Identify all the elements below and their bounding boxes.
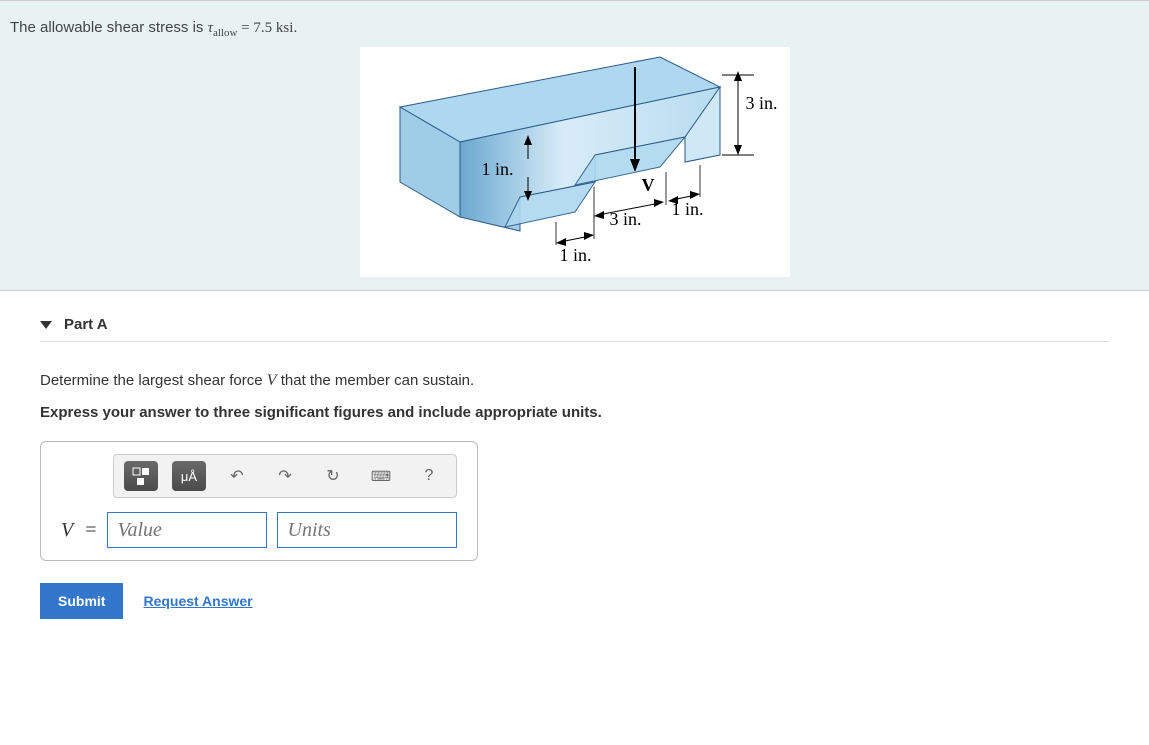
formula-toolbar: μÅ ↶ ↷ ↻ ⌨ ?: [113, 454, 457, 498]
undo-icon: ↶: [230, 466, 243, 486]
request-answer-link[interactable]: Request Answer: [143, 593, 252, 609]
problem-text: The allowable shear stress is τallow = 7…: [10, 19, 1139, 39]
help-icon: ?: [425, 467, 434, 485]
problem-figure: 3 in. 1 in. 3 in. 1 in. 1 in. V: [360, 47, 790, 277]
dim-3in-right: 3 in.: [745, 93, 777, 114]
period: .: [293, 19, 297, 36]
instruction-text: Express your answer to three significant…: [40, 404, 1109, 421]
answer-equals: =: [85, 519, 96, 542]
dim-1in-right-bottom: 1 in.: [672, 199, 704, 220]
redo-button[interactable]: ↷: [268, 461, 302, 491]
value-input[interactable]: [107, 512, 267, 548]
question-text: Determine the largest shear force V that…: [40, 372, 1109, 390]
reset-icon: ↻: [326, 466, 339, 486]
tau-subscript: allow: [213, 27, 237, 39]
units-tool-label: μÅ: [181, 469, 197, 484]
stress-value: 7.5 ksi: [253, 20, 293, 36]
dim-1in-thick: 1 in.: [482, 159, 514, 180]
intro-text: The allowable shear stress is: [10, 19, 208, 36]
dim-3in-bottom: 3 in.: [610, 209, 642, 230]
collapse-caret-icon[interactable]: [40, 321, 52, 329]
units-input[interactable]: [277, 512, 457, 548]
equals-sign: =: [237, 20, 253, 36]
beam-diagram: [360, 47, 790, 277]
part-title: Part A: [64, 316, 108, 333]
force-label: V: [642, 175, 655, 196]
question-after: that the member can sustain.: [277, 372, 475, 389]
fraction-icon: [130, 466, 152, 486]
fraction-tool-button[interactable]: [124, 461, 158, 491]
units-tool-button[interactable]: μÅ: [172, 461, 206, 491]
reset-button[interactable]: ↻: [316, 461, 350, 491]
submit-button[interactable]: Submit: [40, 583, 123, 619]
redo-icon: ↷: [278, 466, 291, 486]
submit-row: Submit Request Answer: [40, 583, 1109, 619]
part-a-section: Part A Determine the largest shear force…: [0, 291, 1149, 644]
help-button[interactable]: ?: [412, 461, 446, 491]
question-before: Determine the largest shear force: [40, 372, 267, 389]
answer-input-row: V =: [61, 512, 457, 548]
undo-button[interactable]: ↶: [220, 461, 254, 491]
answer-box: μÅ ↶ ↷ ↻ ⌨ ? V =: [40, 441, 478, 561]
answer-variable: V: [61, 519, 73, 542]
problem-statement-panel: The allowable shear stress is τallow = 7…: [0, 0, 1149, 291]
keyboard-icon: ⌨: [371, 468, 391, 485]
keyboard-button[interactable]: ⌨: [364, 461, 398, 491]
part-header[interactable]: Part A: [40, 316, 1109, 342]
question-variable: V: [267, 372, 277, 389]
dim-1in-bottom-left: 1 in.: [560, 245, 592, 266]
